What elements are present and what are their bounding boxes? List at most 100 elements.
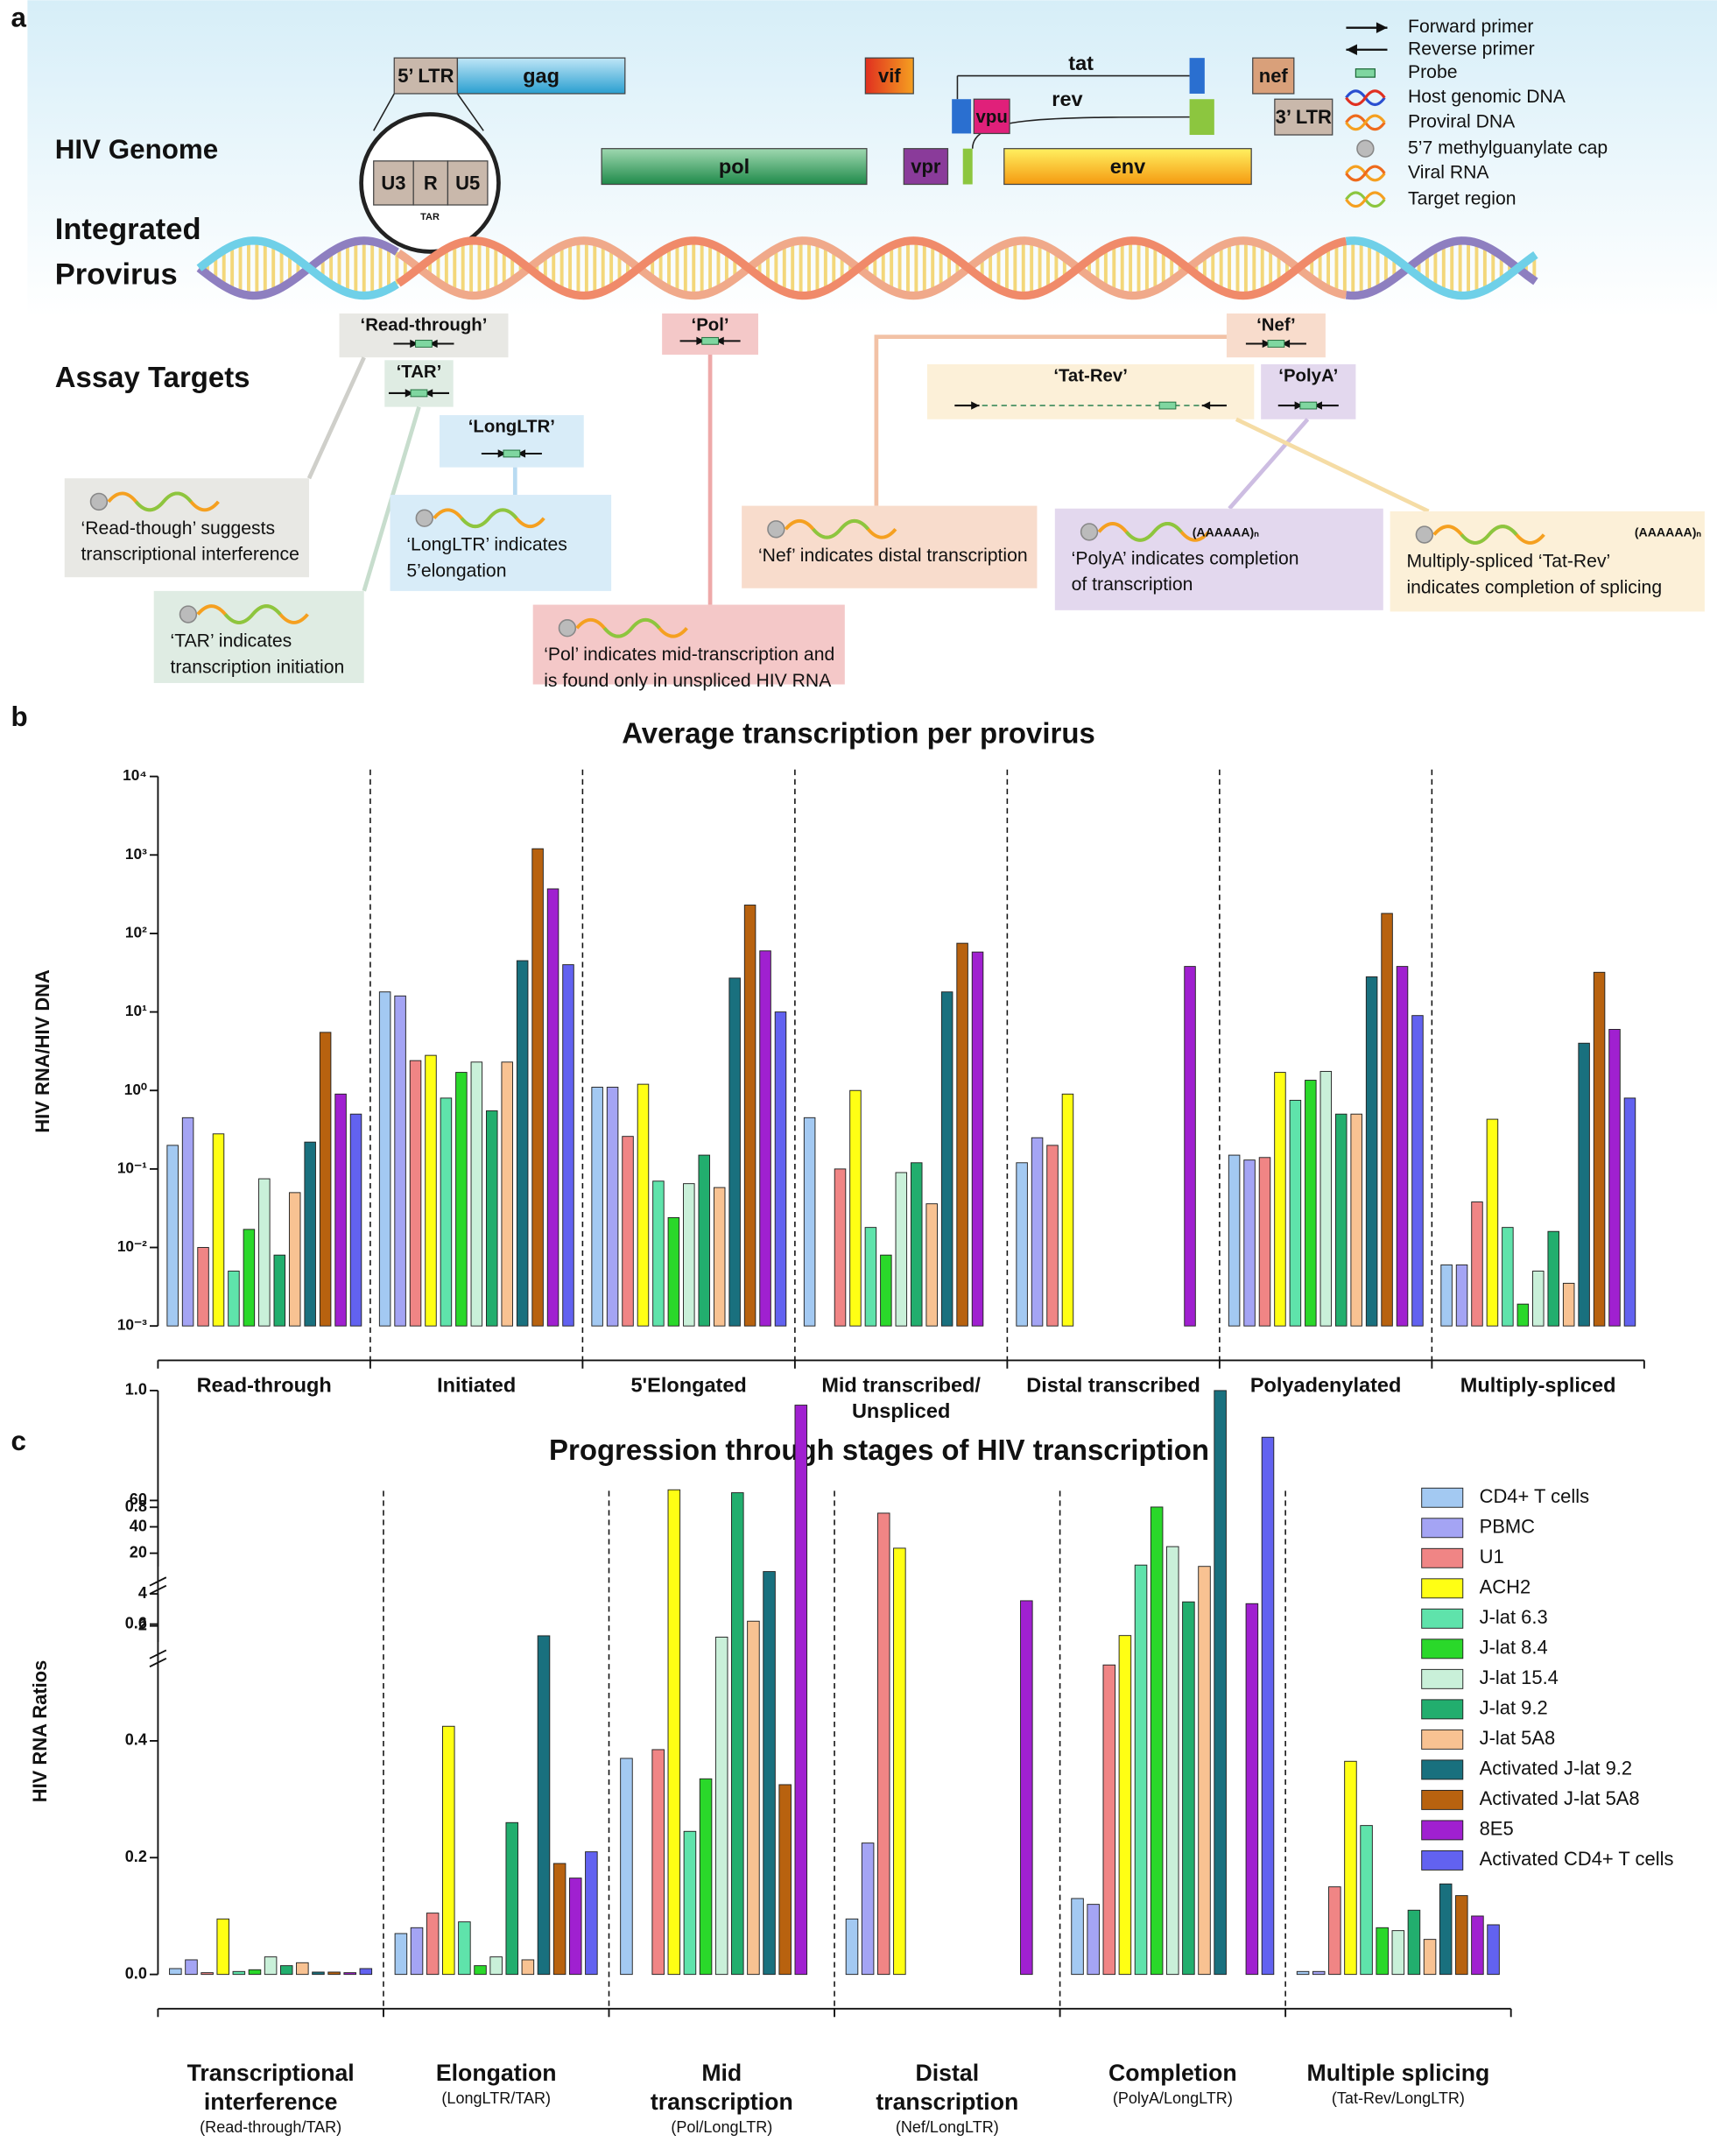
bar (728, 977, 741, 1327)
bar (1396, 966, 1409, 1327)
legend-icon (1345, 89, 1386, 107)
bar (288, 1192, 301, 1327)
legend-swatch (1421, 1638, 1464, 1659)
bar (474, 1965, 487, 1976)
bar (698, 1154, 711, 1327)
connector (1235, 417, 1430, 513)
bar (537, 1635, 551, 1976)
bar (258, 1178, 271, 1327)
bar (516, 960, 529, 1327)
bar (232, 1970, 246, 1976)
gene-label: TAR (420, 212, 440, 222)
bar (304, 1141, 316, 1327)
legend-icon (1346, 44, 1357, 56)
gene-label: env (1110, 155, 1146, 178)
bar (410, 1927, 424, 1976)
connector (1228, 418, 1310, 511)
bar (319, 1032, 332, 1327)
bar (248, 1969, 262, 1976)
legend-label: Proviral DNA (1408, 111, 1516, 131)
x-tick-label: Read-through (197, 1373, 332, 1396)
bar (1365, 976, 1378, 1327)
bar (1381, 912, 1393, 1327)
cap-icon (767, 520, 785, 539)
gene-box (973, 98, 1010, 135)
bar (1407, 1909, 1421, 1976)
bar (501, 1061, 513, 1327)
caption-text: ‘Read-though’ suggests (81, 518, 276, 539)
bar (1031, 1137, 1044, 1327)
bar (1198, 1566, 1211, 1976)
bar (343, 1972, 356, 1976)
bar (1350, 1113, 1362, 1327)
legend-label: 5’7 methylguanylate cap (1408, 137, 1608, 158)
legend-label: J-lat 5A8 (1480, 1727, 1556, 1749)
bar (489, 1956, 503, 1976)
gene-box (903, 148, 949, 186)
bar (1150, 1506, 1164, 1976)
cap-icon (415, 509, 433, 527)
target-box (1226, 313, 1326, 358)
bar (378, 991, 391, 1327)
gene-box (1252, 57, 1295, 95)
gene-box (412, 160, 449, 206)
caption-box (532, 604, 845, 685)
bar (486, 1110, 498, 1327)
bar (1274, 1072, 1286, 1327)
x-tick-label: Transcriptional (187, 2060, 355, 2086)
legend-label: J-lat 6.3 (1480, 1606, 1548, 1628)
probe (503, 449, 521, 458)
caption-text: indicates completion of splicing (1406, 577, 1662, 597)
chart-title: Average transcription per provirus (622, 716, 1095, 749)
x-tick-label: Completion (1108, 2060, 1237, 2086)
legend-label: Forward primer (1408, 17, 1533, 37)
bar (1502, 1227, 1514, 1327)
bar (585, 1851, 598, 1976)
bar (1547, 1230, 1559, 1327)
legend-label: Activated CD4+ T cells (1480, 1848, 1674, 1870)
probe (1267, 340, 1285, 348)
helix-strand (396, 236, 1348, 300)
legend-label: J-lat 15.4 (1480, 1666, 1559, 1688)
axis-break (149, 1649, 167, 1668)
y-axis-label: HIV RNA Ratios (29, 1660, 51, 1803)
bar (169, 1968, 182, 1976)
gene-box (601, 148, 868, 186)
target-label: ‘Read-through’ (361, 315, 488, 335)
bar (458, 1921, 471, 1976)
bar (166, 1145, 179, 1327)
bar (1258, 1157, 1271, 1327)
gene-label: nef (1259, 65, 1289, 87)
caption-text: ‘TAR’ indicates (171, 631, 292, 651)
bar (778, 1784, 792, 1976)
bar (264, 1956, 278, 1976)
legend-label: J-lat 9.2 (1480, 1697, 1548, 1719)
bar (1261, 1436, 1275, 1976)
cap-icon (558, 619, 577, 638)
gene-label: U5 (455, 172, 480, 194)
gene-label: R (424, 172, 438, 194)
bar (880, 1254, 892, 1327)
bar (1243, 1159, 1256, 1327)
gene-label: vpr (911, 155, 941, 177)
bar (409, 1060, 422, 1327)
bar (197, 1247, 209, 1327)
target-label: ‘PolyA’ (1278, 367, 1338, 386)
target-box (926, 364, 1255, 419)
primer (696, 336, 705, 346)
bar (327, 1971, 341, 1976)
bar (1455, 1264, 1468, 1327)
primer (1313, 401, 1322, 410)
x-tick-sublabel: (Tat-Rev/LongLTR) (1332, 2089, 1465, 2107)
tat-exon (1189, 58, 1205, 94)
probe (410, 389, 428, 398)
legend-swatch (1421, 1578, 1464, 1599)
legend-label: Activated J-lat 5A8 (1480, 1787, 1640, 1809)
x-tick-label: Multiply-spliced (1460, 1373, 1616, 1396)
legend-label: Activated J-lat 9.2 (1480, 1758, 1633, 1779)
y-tick-label: 40 (130, 1517, 147, 1534)
bar (1516, 1303, 1530, 1327)
gene-label: tat (1068, 52, 1094, 74)
gene-box (393, 57, 459, 95)
bar (1334, 1113, 1348, 1327)
